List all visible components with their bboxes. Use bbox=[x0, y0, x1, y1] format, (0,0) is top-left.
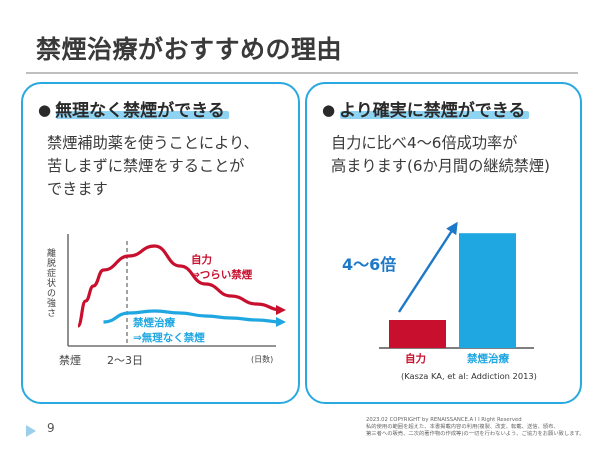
success-rate-bar-chart: 4〜6倍 自力 禁煙治療 (Kasza KA, et al: Addiction… bbox=[342, 221, 537, 381]
card-heading-group: ● 無理なく禁煙ができる bbox=[38, 96, 229, 121]
withdrawal-line-chart: 離脱症状の強さ 禁煙 2〜3日 (日数) 自力 ⇒つらい禁煙 禁煙治療 ⇒無理な… bbox=[47, 234, 286, 367]
x-tick-label-start: 禁煙 bbox=[59, 354, 81, 367]
copyright-line: 私的使用の範囲を超えた、本書掲載内容の利用(複製、改変、転載、送信、頒布、 bbox=[366, 424, 559, 430]
heading-highlight bbox=[340, 111, 530, 119]
y-axis-label: 離脱症状の強さ bbox=[47, 247, 56, 319]
card-heading: ● より確実に禁煙ができる bbox=[322, 96, 525, 121]
heading-highlight bbox=[56, 111, 229, 119]
copyright-line: 2023.02 COPYRIGHT by RENAISSANCE.A I I R… bbox=[366, 417, 522, 423]
bar-label-treatment: 禁煙治療 bbox=[466, 352, 509, 365]
card-heading: ● 無理なく禁煙ができる bbox=[38, 96, 225, 121]
body-line: 苦しまずに禁煙をすることが bbox=[47, 157, 245, 175]
bar-label-self: 自力 bbox=[405, 352, 426, 365]
reason-card-comfortable: ● 無理なく禁煙ができる 禁煙補助薬を使うことにより、 苦しまずに禁煙をすることが… bbox=[21, 82, 300, 404]
slide-title: 禁煙治療がおすすめの理由 bbox=[36, 35, 343, 64]
bar-self bbox=[389, 320, 446, 348]
source-citation: (Kasza KA, et al: Addiction 2013) bbox=[401, 371, 537, 381]
title-divider bbox=[26, 72, 578, 74]
card-heading-text: より確実に禁煙ができる bbox=[339, 101, 526, 121]
card-body-text: 禁煙補助薬を使うことにより、 苦しまずに禁煙をすることが できます bbox=[47, 132, 259, 201]
series-line-treatment bbox=[103, 309, 286, 327]
page-marker-icon bbox=[26, 425, 36, 437]
bullet-icon: ● bbox=[38, 101, 52, 119]
reason-card-reliable: ● より確実に禁煙ができる 自力に比べ4〜6倍成功率が 高まります(6か月間の継続… bbox=[305, 82, 582, 404]
body-line: 自力に比べ4〜6倍成功率が bbox=[331, 134, 518, 152]
page-number: 9 bbox=[47, 421, 55, 435]
body-line: できます bbox=[47, 180, 108, 198]
card-heading-group: ● より確実に禁煙ができる bbox=[322, 96, 530, 121]
series-line-self bbox=[76, 244, 286, 328]
growth-arrow bbox=[397, 221, 458, 313]
x-tick-label-mid: 2〜3日 bbox=[107, 354, 143, 367]
bar-treatment bbox=[459, 233, 516, 348]
series-sublabel-self: ⇒つらい禁煙 bbox=[191, 268, 253, 281]
copyright-notice: 2023.02 COPYRIGHT by RENAISSANCE.A I I R… bbox=[366, 417, 585, 438]
x-axis-unit: (日数) bbox=[251, 354, 273, 364]
body-line: 高まります(6か月間の継続禁煙) bbox=[331, 157, 550, 175]
card-body-text: 自力に比べ4〜6倍成功率が 高まります(6か月間の継続禁煙) bbox=[331, 132, 550, 178]
series-label-treatment: 禁煙治療 bbox=[132, 316, 175, 329]
series-label-self: 自力 bbox=[191, 253, 212, 266]
card-heading-text: 無理なく禁煙ができる bbox=[55, 101, 225, 121]
copyright-line: 第三者への販売、二次的著作物の作成等)の一切を行わないよう、ご協力をお願い致しま… bbox=[366, 431, 585, 437]
growth-arrow-label: 4〜6倍 bbox=[342, 255, 396, 274]
bullet-icon: ● bbox=[322, 101, 336, 119]
series-sublabel-treatment: ⇒無理なく禁煙 bbox=[133, 331, 205, 344]
body-line: 禁煙補助薬を使うことにより、 bbox=[47, 134, 259, 152]
